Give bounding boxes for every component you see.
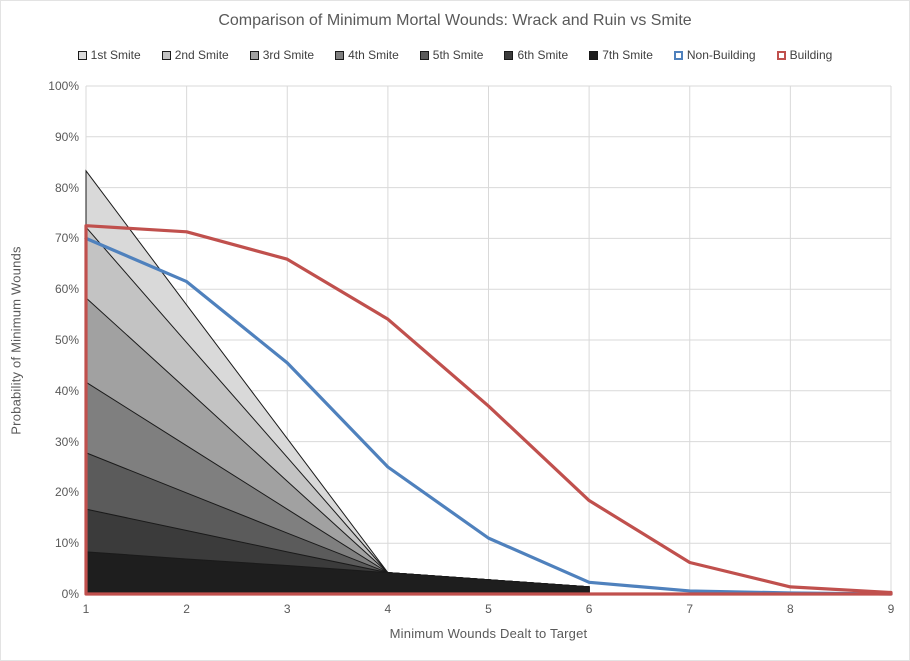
- chart-title: Comparison of Minimum Mortal Wounds: Wra…: [218, 12, 692, 29]
- legend-item-building: Building: [776, 48, 833, 62]
- legend-item-3rd-smite: 3rd Smite: [249, 48, 315, 62]
- area-swatch-icon: [249, 50, 259, 60]
- x-tick-label: 4: [384, 602, 392, 616]
- line-swatch-icon: [673, 50, 683, 60]
- x-tick-label: 9: [887, 602, 895, 616]
- y-tick-label: 70%: [54, 231, 79, 246]
- building-line: [84, 224, 893, 596]
- x-tick-label: 6: [585, 602, 593, 616]
- x-axis-title: Minimum Wounds Dealt to Target: [389, 626, 588, 641]
- area-swatch-icon: [335, 50, 345, 60]
- legend-label: Non-Building: [686, 48, 756, 62]
- legend-item-7th-smite: 7th Smite: [589, 48, 653, 62]
- y-tick-label: 60%: [54, 282, 79, 297]
- legend-item-6th-smite: 6th Smite: [504, 48, 568, 62]
- legend-label: 1st Smite: [90, 48, 141, 62]
- legend-item-non-building: Non-Building: [673, 48, 756, 62]
- y-tick-label: 0%: [61, 587, 79, 601]
- non-building-line: [84, 236, 893, 596]
- line-swatch-icon: [776, 50, 786, 60]
- legend-label: 7th Smite: [602, 48, 653, 62]
- area-swatch-icon: [161, 50, 171, 60]
- legend-item-5th-smite: 5th Smite: [419, 48, 484, 62]
- x-tick-label: 2: [183, 602, 190, 616]
- y-tick-label: 100%: [48, 79, 79, 93]
- legend-label: 6th Smite: [517, 48, 569, 62]
- y-tick-label: 20%: [54, 485, 79, 500]
- x-tick-label: 3: [283, 602, 291, 616]
- y-tick-label: 10%: [54, 536, 79, 551]
- y-tick-label: 50%: [54, 333, 79, 347]
- area-swatch-icon: [77, 50, 87, 60]
- legend-item-4th-smite: 4th Smite: [335, 48, 399, 62]
- legend-item-1st-smite: 1st Smite: [77, 48, 141, 62]
- area-swatch-icon: [589, 50, 599, 60]
- legend-label: 5th Smite: [432, 48, 484, 62]
- y-tick-label: 80%: [54, 180, 79, 195]
- y-tick-label: 30%: [54, 434, 79, 449]
- x-tick-label: 8: [787, 602, 794, 616]
- legend-label: 3rd Smite: [262, 48, 315, 62]
- legend-label: Building: [789, 48, 833, 62]
- x-tick-label: 1: [82, 602, 90, 616]
- area-swatch-icon: [504, 50, 514, 60]
- legend-item-2nd-smite: 2nd Smite: [161, 48, 229, 62]
- y-tick-label: 40%: [54, 383, 79, 398]
- x-tick-label: 5: [485, 602, 492, 616]
- x-tick-label: 7: [686, 602, 694, 616]
- legend: 1st Smite 2nd Smite 3rd Smite 4th Smite 5th …: [1, 48, 909, 62]
- legend-label: 2nd Smite: [174, 48, 229, 62]
- y-axis-title: Probability of Minimum Wounds: [8, 246, 24, 435]
- legend-label: 4th Smite: [348, 48, 399, 62]
- area-swatch-icon: [419, 50, 429, 60]
- y-tick-label: 90%: [54, 129, 79, 144]
